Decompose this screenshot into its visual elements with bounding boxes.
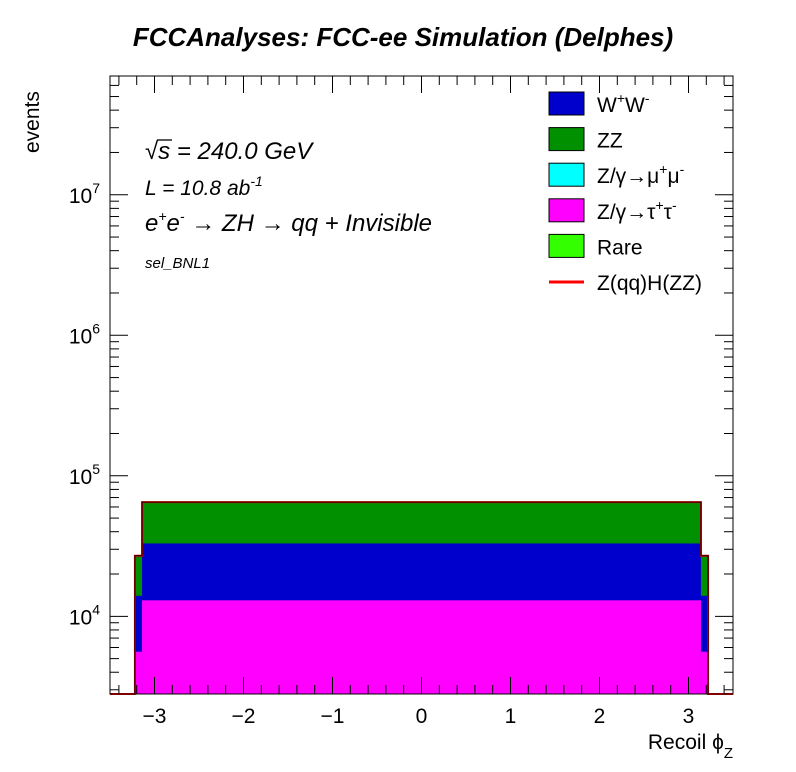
x-tick-label-3: 0 (416, 705, 428, 728)
legend-text-part: μ (667, 165, 679, 188)
y-tick-exp: 4 (92, 601, 100, 617)
legend-text-part: Z/γ→τ (597, 201, 656, 224)
lumi-main: L = 10.8 ab (145, 177, 251, 200)
x-axis-label-subscript: Z (724, 745, 733, 762)
legend-text-part: - (680, 161, 685, 177)
bar-0-3 (700, 651, 709, 694)
legend-text-part: τ (664, 201, 673, 224)
y-tick-base: 10 (69, 606, 92, 629)
legend-swatch-2 (548, 162, 585, 187)
legend-label-2: Z/γ→μ+μ- (597, 161, 685, 188)
legend-text-part: + (655, 197, 663, 213)
y-tick-exp: 5 (92, 461, 100, 477)
legend-label-3: Z/γ→τ+τ- (597, 197, 677, 224)
legend-swatch-3 (548, 198, 585, 223)
legend-text-part: - (645, 90, 650, 106)
y-tick-label-2: 106 (69, 320, 100, 348)
legend-label-1: ZZ (597, 130, 623, 153)
y-tick-exp: 6 (92, 320, 100, 336)
y-tick-base: 10 (69, 185, 92, 208)
x-tick-label-0: −3 (143, 705, 167, 728)
process-e1: e (145, 210, 158, 237)
chart-title: FCCAnalyses: FCC-ee Simulation (Delphes) (133, 22, 673, 52)
bar-1-3 (700, 595, 709, 694)
legend-swatch-4 (548, 233, 585, 258)
sqrt-s-value: = 240.0 GeV (170, 138, 314, 165)
x-tick-label-5: 2 (594, 705, 606, 728)
x-ticks: −3 −2 −1 0 1 2 3 (118, 76, 725, 728)
process-plus: + (158, 208, 166, 224)
legend-swatch-0 (548, 91, 585, 116)
process-minus: - (180, 208, 185, 224)
x-tick-label-4: 1 (505, 705, 517, 728)
y-tick-base: 10 (69, 325, 92, 348)
lumi-annotation: L = 10.8 ab-1 (145, 173, 263, 200)
annotations: √s = 240.0 GeV L = 10.8 ab-1 e+e- → ZH →… (145, 138, 432, 272)
process-rest: → ZH → qq + Invisible (185, 210, 432, 237)
lumi-exp: -1 (250, 173, 262, 189)
x-tick-label-1: −2 (232, 705, 256, 728)
histogram-layer (110, 501, 733, 695)
x-tick-label-2: −1 (321, 705, 345, 728)
y-tick-label-0: 104 (69, 601, 100, 629)
legend-text-part: + (617, 90, 625, 106)
legend-label-0: W+W- (597, 90, 650, 117)
y-tick-label-1: 105 (69, 461, 100, 489)
y-tick-base: 10 (69, 466, 92, 489)
sqrt-symbol: √ (145, 138, 159, 165)
legend-label-5: Z(qq)H(ZZ) (597, 272, 702, 295)
bar-0-1 (134, 651, 143, 694)
bar-1-1 (134, 595, 143, 694)
legend-label-4: Rare (597, 236, 643, 259)
process-e2: e (167, 210, 180, 237)
y-axis-label: events (21, 91, 44, 153)
selection-annotation: sel_BNL1 (145, 255, 210, 272)
legend-text-part: Z/γ→μ (597, 165, 659, 188)
legend-text-part: - (672, 197, 677, 213)
x-axis-label-main: Recoil ϕ (648, 731, 724, 754)
legend-text-part: + (659, 161, 667, 177)
legend-text-part: W (597, 94, 617, 117)
y-tick-exp: 7 (92, 180, 100, 196)
legend-text-part: ZZ (597, 130, 623, 153)
legend-text-part: W (625, 94, 645, 117)
process-annotation: e+e- → ZH → qq + Invisible (145, 208, 432, 237)
stack-outline (110, 501, 733, 695)
legend-text-part: Z(qq)H(ZZ) (597, 272, 702, 295)
legend-swatch-1 (548, 127, 585, 152)
x-tick-label-6: 3 (683, 705, 695, 728)
sqrt-s-annotation: √s = 240.0 GeV (145, 138, 314, 165)
legend-text-part: Rare (597, 236, 643, 259)
y-tick-label-3: 107 (69, 180, 100, 208)
x-axis-label: Recoil ϕZ (648, 731, 733, 762)
sqrt-s-var: s (158, 138, 170, 165)
